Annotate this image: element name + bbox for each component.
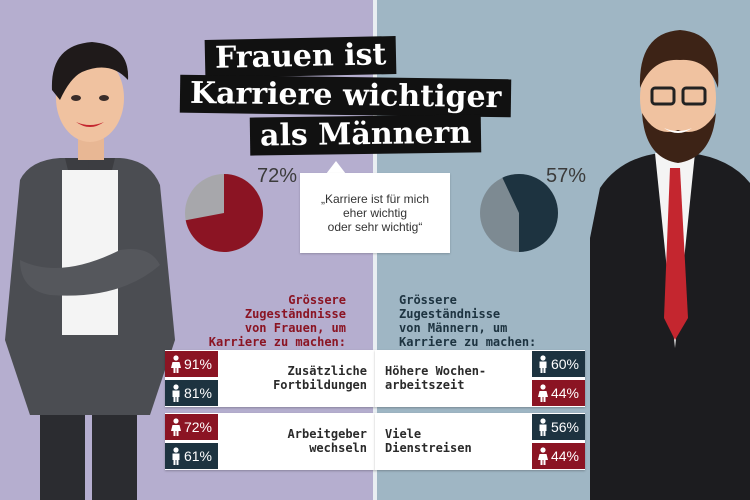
label-line: Zusätzliche <box>287 364 367 378</box>
women-heading-line: Zugeständnisse <box>244 307 346 321</box>
quote-line-2: eher wichtig <box>342 206 408 220</box>
women-stat-female: 91% <box>165 351 218 377</box>
label-line: Viele <box>385 427 422 441</box>
title-line-2: Karriere wichtiger <box>179 74 512 118</box>
quote-line-1: „Karriere ist für mich <box>320 192 430 206</box>
stat-value: 56% <box>550 419 579 435</box>
men-item-label: Höhere Wochen- arbeitszeit <box>385 364 486 392</box>
label-line: arbeitszeit <box>385 378 465 392</box>
label-line: Dienstreisen <box>385 441 472 455</box>
stat-value: 61% <box>183 448 212 464</box>
label-line: wechseln <box>309 441 367 455</box>
label-line: Höhere Wochen- <box>385 364 487 378</box>
title-line-1: Frauen ist <box>204 36 397 78</box>
men-heading-line: von Männern, um <box>399 321 508 335</box>
women-pie-chart <box>185 174 263 252</box>
quote-bubble-tail <box>326 161 346 174</box>
men-heading-line: Grössere <box>399 293 457 307</box>
woman-icon <box>538 447 548 465</box>
stat-value: 44% <box>550 385 579 401</box>
men-stat-male: 56% <box>532 414 585 440</box>
title-line-3: als Männern <box>249 114 482 156</box>
men-heading-line: Zugeständnisse <box>399 307 501 321</box>
stat-value: 44% <box>550 448 579 464</box>
label-line: Fortbildungen <box>273 378 367 392</box>
stat-value: 81% <box>183 385 212 401</box>
women-heading: Grössere Zugeständnisse von Frauen, um K… <box>146 293 346 349</box>
men-item-box: Viele Dienstreisen 56% 44% <box>375 413 585 470</box>
women-item-label: Zusätzliche Fortbildungen <box>273 364 367 392</box>
quote-line-3: oder sehr wichtig“ <box>327 220 423 234</box>
label-line: Arbeitgeber <box>287 427 367 441</box>
woman-illustration <box>5 42 175 500</box>
women-pie-slice <box>185 174 263 252</box>
stat-value: 72% <box>183 419 212 435</box>
women-percent: 72% <box>257 165 298 187</box>
men-pie-chart <box>480 174 558 252</box>
men-stat-female: 44% <box>532 443 585 469</box>
stat-value: 91% <box>183 356 212 372</box>
women-heading-line: Grössere <box>288 293 346 307</box>
man-illustration <box>590 30 750 500</box>
women-item-box: 72% 61% Arbeitgeber wechseln <box>165 413 375 470</box>
women-item-label: Arbeitgeber wechseln <box>288 427 367 455</box>
women-stat-male: 81% <box>165 380 218 406</box>
women-stat-male: 61% <box>165 443 218 469</box>
women-heading-line: von Frauen, um <box>244 321 346 335</box>
woman-icon <box>538 384 548 402</box>
men-item-box: Höhere Wochen- arbeitszeit 60% 44% <box>375 350 585 407</box>
men-stat-male: 60% <box>532 351 585 377</box>
men-percent: 57% <box>546 165 587 187</box>
men-item-label: Viele Dienstreisen <box>385 427 472 455</box>
men-pie-slice <box>502 174 558 252</box>
man-icon <box>172 384 180 402</box>
men-stat-female: 44% <box>532 380 585 406</box>
man-icon <box>539 355 547 373</box>
women-item-box: 91% 81% Zusätzliche Fortbildungen <box>165 350 375 407</box>
women-heading-line: Karriere zu machen: <box>208 335 346 349</box>
stat-value: 60% <box>550 356 579 372</box>
quote-bubble: „Karriere ist für mich eher wichtig oder… <box>300 173 450 253</box>
woman-icon <box>171 418 181 436</box>
man-icon <box>539 418 547 436</box>
women-stat-female: 72% <box>165 414 218 440</box>
men-heading: Grössere Zugeständnisse von Männern, um … <box>399 293 619 349</box>
man-icon <box>172 447 180 465</box>
men-heading-line: Karriere zu machen: <box>399 335 537 349</box>
woman-icon <box>171 355 181 373</box>
